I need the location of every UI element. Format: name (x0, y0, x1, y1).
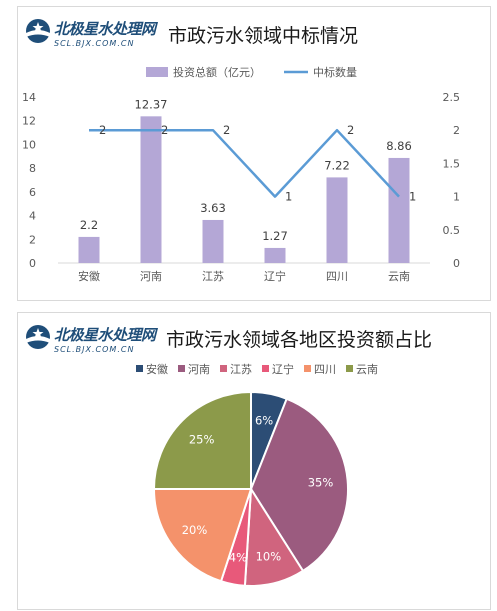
line-data-label: 2 (161, 123, 168, 137)
logo-star-icon (26, 325, 50, 349)
x-axis-tick-label: 四川 (326, 270, 348, 283)
bar (78, 236, 100, 263)
logo-star-icon (26, 19, 50, 43)
bar-data-label: 7.22 (324, 158, 350, 172)
x-axis-tick-label: 江苏 (202, 270, 224, 283)
x-axis-tick-label: 河南 (140, 270, 162, 283)
bar-line-chart-panel: 北极星水处理网 SCL.BJX.COM.CN 市政污水领域中标情况 投资总额（亿… (17, 6, 491, 301)
combo-chart: 投资总额（亿元） 中标数量0246810121400.511.522.52.2安徽… (22, 65, 461, 283)
y2-axis-tick-label: 2.5 (443, 91, 461, 104)
legend-label-investment: 投资总额（亿元） (173, 65, 261, 79)
y2-axis-tick-label: 1.5 (443, 157, 461, 170)
pie-data-label: 4% (229, 551, 247, 565)
logo-text-en: SCL.BJX.COM.CN (54, 345, 135, 354)
bar (388, 157, 410, 263)
line-data-label: 2 (99, 123, 106, 137)
bar (202, 219, 224, 263)
pie-data-label: 10% (256, 550, 282, 564)
y2-axis-tick-label: 0.5 (443, 224, 461, 237)
series-line-bid-count (89, 128, 400, 198)
legend-swatch (346, 365, 353, 372)
y-axis-tick-label: 10 (22, 138, 36, 151)
y-axis-tick-label: 12 (22, 115, 36, 128)
logo: 北极星水处理网 SCL.BJX.COM.CN (24, 15, 174, 57)
y-axis-tick-label: 4 (29, 210, 36, 223)
y-axis-tick-label: 14 (22, 91, 36, 104)
legend-swatch (136, 365, 143, 372)
pie-data-label: 6% (255, 413, 273, 427)
y-axis-tick-label: 0 (29, 257, 36, 270)
legend-swatch (262, 365, 269, 372)
legend-label: 河南 (188, 363, 210, 376)
chart-title: 市政污水领域各地区投资额占比 (166, 329, 433, 351)
legend-label: 江苏 (230, 363, 252, 376)
legend-swatch (220, 365, 227, 372)
y2-axis-tick-label: 2 (453, 124, 460, 137)
logo: 北极星水处理网 SCL.BJX.COM.CN (24, 321, 174, 363)
line-data-label: 2 (347, 123, 354, 137)
legend-label-bid-count: 中标数量 (313, 65, 357, 79)
x-axis-tick-label: 辽宁 (264, 269, 286, 283)
pie-slice (152, 390, 252, 490)
line-data-label: 1 (409, 190, 416, 204)
y2-axis-tick-label: 0 (453, 257, 460, 270)
logo-text-en: SCL.BJX.COM.CN (54, 39, 135, 48)
line-data-label: 2 (223, 123, 230, 137)
legend-label: 辽宁 (272, 362, 294, 376)
pie-slice (152, 488, 253, 583)
legend-label: 安徽 (146, 362, 168, 376)
legend-swatch (304, 365, 311, 372)
legend-swatch (178, 365, 185, 372)
bar-data-label: 8.86 (386, 139, 412, 153)
line-data-label: 1 (285, 190, 292, 204)
bar (326, 177, 348, 263)
pie-chart: 安徽 河南 江苏 辽宁 四川 云南 6% 35% 10% 4% 20% 25% (136, 362, 378, 587)
y2-axis-tick-label: 1 (453, 191, 460, 204)
legend-swatch-investment (146, 67, 168, 77)
bar-data-label: 1.27 (262, 229, 288, 243)
y-axis-tick-label: 6 (29, 186, 36, 199)
x-axis-tick-label: 云南 (388, 270, 410, 283)
legend-label: 云南 (356, 363, 378, 376)
bar-data-label: 3.63 (200, 201, 226, 215)
pie-data-label: 25% (189, 433, 215, 447)
bar (140, 116, 162, 263)
pie-data-label: 35% (308, 475, 334, 489)
chart-title: 市政污水领域中标情况 (168, 25, 359, 47)
pie-slice (249, 397, 350, 573)
legend-label: 四川 (314, 363, 336, 376)
pie-chart-panel: 北极星水处理网 SCL.BJX.COM.CN 市政污水领域各地区投资额占比 安徽… (17, 312, 491, 610)
logo-text-cn: 北极星水处理网 (54, 326, 156, 344)
y-axis-tick-label: 8 (29, 162, 36, 175)
logo-text-cn: 北极星水处理网 (54, 20, 156, 38)
bar (264, 247, 286, 263)
bar-data-label: 12.37 (135, 97, 168, 111)
y-axis-tick-label: 2 (29, 233, 36, 246)
pie-data-label: 20% (182, 523, 208, 537)
x-axis-tick-label: 安徽 (78, 269, 100, 283)
bar-data-label: 2.2 (80, 218, 98, 232)
